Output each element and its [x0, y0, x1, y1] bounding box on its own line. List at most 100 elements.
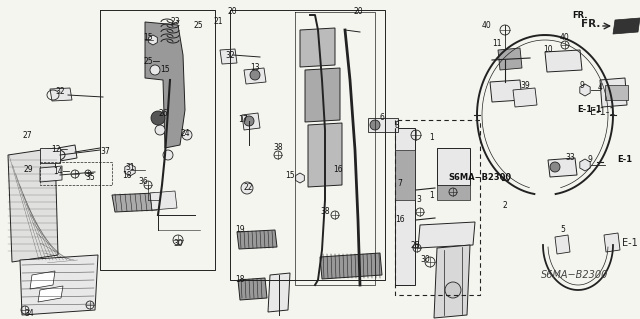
Text: 3: 3	[417, 196, 421, 204]
Polygon shape	[268, 273, 290, 312]
Text: 21: 21	[213, 18, 223, 26]
Text: 24: 24	[180, 129, 190, 137]
Polygon shape	[580, 84, 590, 96]
Polygon shape	[490, 80, 522, 102]
Text: 15: 15	[285, 170, 295, 180]
Polygon shape	[545, 50, 582, 72]
Circle shape	[250, 70, 260, 80]
Circle shape	[150, 65, 160, 75]
Polygon shape	[604, 233, 620, 252]
Text: 25: 25	[193, 20, 203, 29]
Polygon shape	[548, 158, 577, 177]
Polygon shape	[40, 148, 60, 163]
Text: 32: 32	[225, 50, 235, 60]
Text: 29: 29	[23, 165, 33, 174]
Text: 2: 2	[502, 201, 508, 210]
Text: 22: 22	[243, 182, 253, 191]
Text: 23: 23	[170, 18, 180, 26]
Polygon shape	[50, 88, 72, 101]
Text: 35: 35	[85, 174, 95, 182]
Text: 30: 30	[173, 239, 183, 248]
Text: 32: 32	[55, 87, 65, 97]
Text: S6MA−B2300: S6MA−B2300	[541, 270, 609, 280]
Text: FR.: FR.	[572, 11, 588, 19]
Polygon shape	[395, 150, 415, 200]
Text: 17: 17	[238, 115, 248, 123]
Text: 40: 40	[481, 20, 491, 29]
Polygon shape	[555, 235, 570, 254]
Circle shape	[550, 162, 560, 172]
Text: 1: 1	[429, 190, 435, 199]
Text: 14—: 14—	[53, 167, 70, 176]
Polygon shape	[395, 128, 415, 285]
Text: E-1: E-1	[622, 238, 637, 248]
Text: 30: 30	[420, 256, 430, 264]
Text: E-1-1: E-1-1	[590, 107, 616, 117]
Polygon shape	[368, 118, 398, 132]
Circle shape	[370, 120, 380, 130]
Text: 27: 27	[22, 130, 32, 139]
Polygon shape	[613, 18, 640, 34]
Polygon shape	[40, 166, 62, 182]
Text: 16: 16	[333, 166, 343, 174]
Text: 7: 7	[397, 180, 403, 189]
Circle shape	[241, 182, 253, 194]
Text: 38: 38	[320, 207, 330, 217]
Polygon shape	[145, 22, 185, 148]
Polygon shape	[498, 48, 522, 70]
Text: 28: 28	[410, 241, 420, 249]
Circle shape	[244, 116, 254, 126]
Polygon shape	[220, 49, 237, 64]
Polygon shape	[30, 271, 55, 289]
Polygon shape	[320, 253, 382, 279]
Text: 38: 38	[273, 144, 283, 152]
Polygon shape	[237, 230, 277, 249]
Text: 12—: 12—	[51, 145, 68, 154]
Polygon shape	[434, 245, 470, 318]
Polygon shape	[148, 35, 157, 45]
Text: 9: 9	[580, 80, 584, 90]
Circle shape	[151, 111, 165, 125]
Circle shape	[163, 150, 173, 160]
Polygon shape	[513, 88, 537, 107]
Polygon shape	[238, 278, 267, 300]
Polygon shape	[600, 78, 627, 107]
Text: E-1: E-1	[618, 155, 632, 165]
Text: 9: 9	[588, 155, 593, 165]
Text: 36: 36	[138, 177, 148, 187]
Text: 8: 8	[395, 121, 399, 130]
Polygon shape	[605, 85, 628, 100]
Text: 19: 19	[235, 225, 245, 234]
Text: 11: 11	[492, 39, 502, 48]
Text: 39: 39	[520, 80, 530, 90]
Text: 20: 20	[227, 8, 237, 17]
Text: 1: 1	[429, 133, 435, 143]
Polygon shape	[125, 164, 135, 176]
Polygon shape	[296, 173, 305, 183]
Text: 20: 20	[353, 8, 363, 17]
Polygon shape	[242, 113, 260, 130]
Text: 5: 5	[561, 226, 565, 234]
Text: S6MA−B2300: S6MA−B2300	[449, 174, 511, 182]
Polygon shape	[20, 255, 98, 315]
Text: 13: 13	[250, 63, 260, 72]
Polygon shape	[112, 193, 157, 212]
Polygon shape	[308, 123, 342, 187]
Text: 6: 6	[380, 114, 385, 122]
Polygon shape	[437, 185, 470, 200]
Polygon shape	[437, 148, 470, 185]
Polygon shape	[8, 148, 58, 262]
Polygon shape	[244, 68, 266, 84]
Polygon shape	[58, 145, 77, 161]
Polygon shape	[38, 286, 63, 302]
Text: 26: 26	[158, 109, 168, 118]
Text: 34: 34	[24, 309, 34, 318]
Text: 10: 10	[543, 46, 553, 55]
Text: 25—: 25—	[143, 57, 161, 66]
Circle shape	[445, 282, 461, 298]
Text: 37: 37	[100, 147, 110, 157]
Text: E-1-1: E-1-1	[578, 106, 602, 115]
Text: 16: 16	[395, 216, 405, 225]
Text: 33: 33	[565, 153, 575, 162]
Text: 18: 18	[122, 170, 132, 180]
